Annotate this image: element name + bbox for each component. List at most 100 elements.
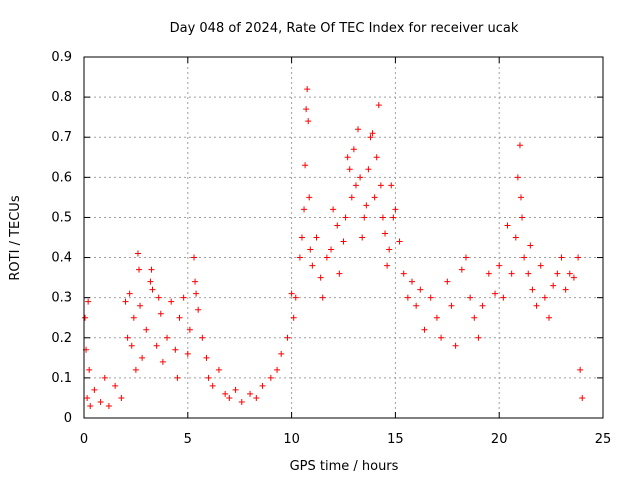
data-point xyxy=(452,342,459,349)
data-point xyxy=(137,302,144,309)
data-point xyxy=(479,302,486,309)
data-point xyxy=(132,366,139,373)
data-point xyxy=(433,314,440,321)
data-point xyxy=(525,270,532,277)
data-point xyxy=(136,266,143,273)
x-tick-label: 0 xyxy=(80,432,88,447)
data-point xyxy=(319,294,326,301)
data-point xyxy=(284,334,291,341)
data-point xyxy=(579,394,586,401)
y-tick-label: 0.4 xyxy=(51,251,72,266)
data-point xyxy=(301,206,308,213)
data-point xyxy=(361,214,368,221)
data-point xyxy=(303,106,310,113)
x-tick-label: 20 xyxy=(491,432,508,447)
data-point xyxy=(174,374,181,381)
data-point xyxy=(570,274,577,281)
data-point xyxy=(128,342,135,349)
data-point xyxy=(298,234,305,241)
data-point xyxy=(562,286,569,293)
data-point xyxy=(537,262,544,269)
data-point xyxy=(238,398,245,405)
data-point xyxy=(400,270,407,277)
data-point xyxy=(304,86,311,93)
x-tick-label: 10 xyxy=(283,432,300,447)
data-point xyxy=(155,294,162,301)
data-point xyxy=(577,366,584,373)
data-point xyxy=(521,254,528,261)
data-point xyxy=(350,146,357,153)
data-point xyxy=(346,166,353,173)
x-axis-label: GPS time / hours xyxy=(290,459,399,474)
data-point xyxy=(527,242,534,249)
data-point xyxy=(500,294,507,301)
data-point xyxy=(375,102,382,109)
data-point xyxy=(305,118,312,125)
data-point xyxy=(172,346,179,353)
data-point xyxy=(467,294,474,301)
data-point xyxy=(512,234,519,241)
data-point xyxy=(143,326,150,333)
data-point xyxy=(274,366,281,373)
data-point xyxy=(186,326,193,333)
data-point xyxy=(292,294,299,301)
data-point xyxy=(475,334,482,341)
data-point xyxy=(184,350,191,357)
data-point xyxy=(504,222,511,229)
data-point xyxy=(126,290,133,297)
plot-frame xyxy=(83,56,604,419)
data-point xyxy=(215,366,222,373)
data-point xyxy=(382,230,389,237)
data-point xyxy=(105,402,112,409)
data-point xyxy=(176,314,183,321)
data-point xyxy=(471,314,478,321)
data-points xyxy=(82,86,586,409)
data-point xyxy=(541,294,548,301)
data-point xyxy=(91,386,98,393)
data-point xyxy=(444,278,451,285)
data-point xyxy=(396,238,403,245)
data-point xyxy=(302,162,309,169)
data-point xyxy=(357,174,364,181)
data-point xyxy=(373,154,380,161)
data-point xyxy=(87,402,94,409)
data-point xyxy=(390,214,397,221)
data-point xyxy=(508,270,515,277)
data-point xyxy=(514,174,521,181)
y-tick-label: 0 xyxy=(64,411,72,426)
data-point xyxy=(492,290,499,297)
data-point xyxy=(404,294,411,301)
data-point xyxy=(288,290,295,297)
data-point xyxy=(192,278,199,285)
data-point xyxy=(438,334,445,341)
data-point xyxy=(259,382,266,389)
data-point xyxy=(101,374,108,381)
data-point xyxy=(112,382,119,389)
grid-lines xyxy=(84,57,603,418)
data-point xyxy=(148,266,155,273)
data-point xyxy=(168,298,175,305)
x-tick-label: 25 xyxy=(595,432,612,447)
data-point xyxy=(417,286,424,293)
data-point xyxy=(157,310,164,317)
data-point xyxy=(85,298,92,305)
data-point xyxy=(323,254,330,261)
data-point xyxy=(529,286,536,293)
data-point xyxy=(558,254,565,261)
data-point xyxy=(86,366,93,373)
data-point xyxy=(334,222,341,229)
data-point xyxy=(203,354,210,361)
data-point xyxy=(130,314,137,321)
y-axis-label: ROTI / TECUs xyxy=(8,195,23,280)
data-point xyxy=(139,354,146,361)
data-point xyxy=(209,382,216,389)
data-point xyxy=(307,246,314,253)
data-point xyxy=(82,314,89,321)
data-point xyxy=(458,266,465,273)
y-tick-label: 0.2 xyxy=(51,331,72,346)
data-point xyxy=(369,130,376,137)
chart-title: Day 048 of 2024, Rate Of TEC Index for r… xyxy=(170,21,519,36)
data-point xyxy=(485,270,492,277)
data-point xyxy=(365,166,372,173)
data-point xyxy=(336,270,343,277)
